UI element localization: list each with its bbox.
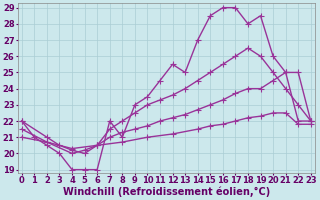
- X-axis label: Windchill (Refroidissement éolien,°C): Windchill (Refroidissement éolien,°C): [63, 187, 270, 197]
